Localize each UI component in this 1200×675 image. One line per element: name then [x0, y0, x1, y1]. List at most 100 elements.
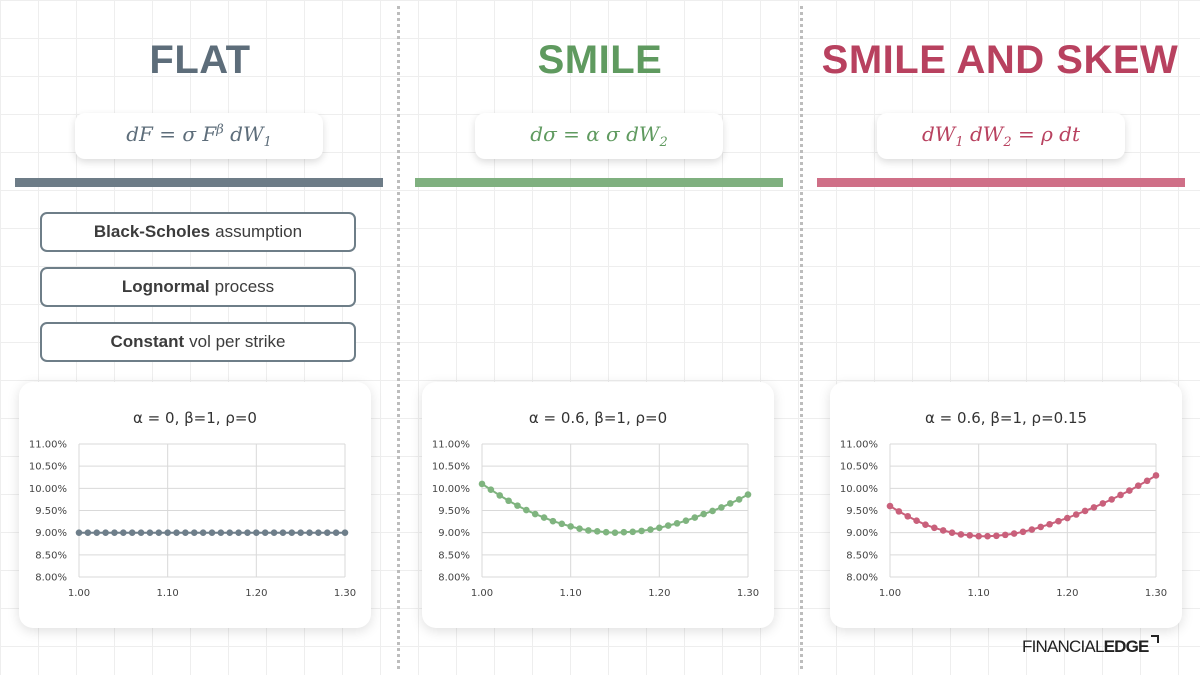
data-point [120, 529, 127, 536]
data-point [1090, 504, 1098, 511]
data-point [957, 531, 965, 538]
pill-bold-text: Black-Scholes [93, 222, 211, 241]
data-point [306, 529, 313, 536]
y-tick-label: 10.00% [840, 484, 878, 495]
y-tick-label: 8.50% [846, 550, 878, 561]
data-point [718, 504, 725, 511]
data-point [84, 529, 92, 536]
y-tick-label: 11.00% [840, 440, 878, 451]
data-point [146, 529, 154, 536]
data-point [886, 502, 894, 510]
volatility-chart: α = 0.6, β=1, ρ=0 8.00% 8.50% 9.00% 9.50% 10.… [432, 409, 759, 599]
data-point [656, 524, 663, 532]
volatility-chart: α = 0.6, β=1, ρ=0.15 8.00% 8.50% 9.00% 9.50%… [840, 409, 1167, 599]
formula-box: dW1 dW2 = ρ dt [877, 113, 1125, 159]
data-point [540, 514, 548, 521]
color-bar [15, 178, 383, 187]
pill-bold-text: Lognormal [121, 277, 210, 296]
pill-text: vol per strike [189, 332, 286, 351]
data-point [279, 529, 287, 536]
data-point [244, 529, 251, 536]
formula-text: dF = σ Fβ dW1 [126, 122, 272, 150]
data-point [611, 529, 619, 536]
y-tick-label: 9.00% [438, 528, 470, 539]
y-tick-label: 8.00% [846, 573, 878, 584]
data-point [913, 517, 920, 524]
pill-bold-text: Constant [110, 332, 185, 351]
data-point [993, 532, 1000, 540]
y-tick-label: 10.50% [840, 462, 878, 473]
data-point [585, 527, 592, 534]
data-point [1099, 500, 1107, 507]
data-point [1028, 526, 1036, 533]
data-point [895, 508, 903, 515]
data-point [1108, 496, 1115, 503]
data-point [505, 497, 512, 505]
data-point [1019, 528, 1027, 536]
panel-smile: SMILE dσ = α σ dW2 α = 0.6, β=1, ρ=0 8.00… [400, 0, 800, 675]
data-point [235, 529, 242, 536]
assumption-pill: Lognormal process [40, 267, 356, 307]
data-point [217, 529, 225, 536]
data-point [638, 527, 645, 535]
x-tick-label: 1.00 [471, 588, 493, 599]
assumption-pill: Black-Scholes assumption [40, 212, 356, 252]
data-point [700, 510, 707, 518]
pill-text: process [214, 277, 275, 296]
x-tick-label: 1.10 [560, 588, 582, 599]
panel-smile-and-skew: SMILE AND SKEW dW1 dW2 = ρ dt α = 0.6, β… [800, 0, 1200, 675]
data-point [128, 529, 136, 536]
data-point [1117, 491, 1124, 499]
data-point [966, 532, 974, 539]
data-point [1046, 520, 1053, 528]
data-point [726, 500, 734, 507]
data-point [164, 529, 171, 536]
chart-card: α = 0.6, β=1, ρ=0 8.00% 8.50% 9.00% 9.50% 10.… [422, 382, 774, 628]
data-point [593, 528, 601, 535]
data-point [576, 525, 583, 532]
chart-title: α = 0.6, β=1, ρ=0.15 [925, 409, 1087, 427]
data-point [111, 529, 118, 536]
data-point [691, 514, 699, 521]
data-point [1081, 507, 1089, 515]
x-tick-label: 1.30 [334, 588, 356, 599]
data-point [975, 532, 982, 540]
data-point [1064, 514, 1071, 522]
assumption-pill: Constant vol per strike [40, 322, 356, 362]
y-tick-label: 11.00% [432, 440, 470, 451]
y-tick-label: 10.50% [29, 462, 67, 473]
y-tick-label: 9.00% [35, 528, 67, 539]
x-tick-label: 1.30 [737, 588, 759, 599]
x-tick-label: 1.20 [1056, 588, 1078, 599]
formula-box: dF = σ Fβ dW1 [75, 113, 323, 159]
data-point [1152, 472, 1160, 479]
y-tick-label: 9.50% [846, 506, 878, 517]
data-point [602, 528, 610, 536]
y-tick-label: 10.00% [29, 484, 67, 495]
data-point [137, 529, 145, 536]
data-point [75, 529, 83, 536]
y-tick-label: 9.50% [35, 506, 67, 517]
chart-title: α = 0, β=1, ρ=0 [133, 409, 257, 427]
data-point [735, 496, 743, 503]
y-tick-label: 8.00% [438, 573, 470, 584]
data-point [226, 529, 234, 536]
data-point [253, 529, 260, 536]
data-point [549, 517, 557, 525]
y-tick-label: 10.50% [432, 462, 470, 473]
logo-corner-icon [1150, 635, 1159, 643]
y-tick-label: 8.50% [438, 550, 470, 561]
logo-text: FINANCIAL [1022, 637, 1104, 656]
data-point [102, 529, 109, 536]
y-tick-label: 10.00% [432, 484, 470, 495]
data-point [664, 522, 672, 529]
data-point [199, 529, 207, 536]
data-point [514, 502, 521, 509]
data-point [93, 529, 101, 536]
data-point [1055, 517, 1062, 525]
data-point [208, 529, 216, 536]
column-divider-1 [397, 6, 400, 669]
y-tick-label: 9.00% [846, 528, 878, 539]
data-point [531, 510, 539, 518]
formula-box: dσ = α σ dW2 [475, 113, 723, 159]
